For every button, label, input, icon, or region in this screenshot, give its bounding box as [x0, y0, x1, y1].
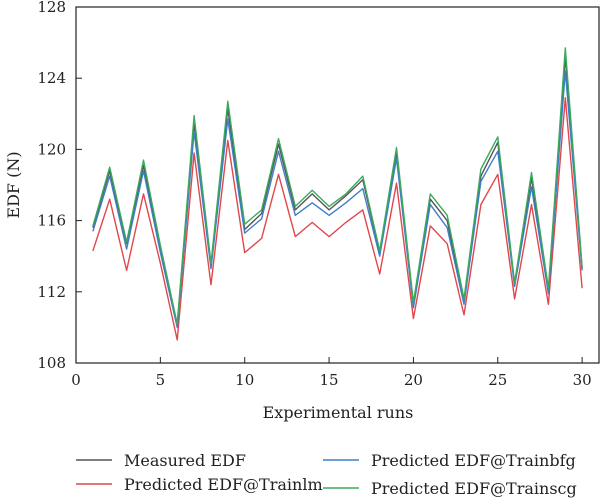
legend-label-3: Predicted EDF@Trainbfg	[371, 451, 576, 470]
y-axis-title: EDF (N)	[4, 151, 23, 218]
y-tick-label: 116	[37, 212, 66, 230]
plot-area	[75, 6, 600, 364]
legend-label-2: Predicted EDF@Trainlm	[124, 475, 323, 494]
x-tick-label: 15	[320, 371, 339, 389]
legend-label-1: Measured EDF	[124, 451, 246, 470]
legend-label-4: Predicted EDF@Trainscg	[371, 479, 577, 498]
y-tick-label: 124	[37, 69, 66, 87]
legend: Measured EDF Predicted EDF@Trainlm Predict…	[76, 451, 577, 498]
x-tick-label: 0	[71, 371, 81, 389]
plot-frame	[75, 6, 600, 364]
x-tick-label: 5	[156, 371, 166, 389]
series-line-3	[92, 70, 583, 329]
y-tick-label: 128	[37, 0, 66, 16]
x-tick-label: 25	[488, 371, 507, 389]
y-tick-label: 112	[37, 283, 66, 301]
y-axis: 108 112 116 120 124 128	[37, 0, 82, 372]
x-tick-label: 20	[404, 371, 423, 389]
x-axis: 0 5 10 15 20 25 30	[71, 357, 592, 389]
x-axis-title: Experimental runs	[263, 403, 414, 422]
series-line-4	[92, 47, 583, 325]
x-tick-label: 30	[573, 371, 592, 389]
y-tick-label: 120	[37, 140, 66, 158]
y-tick-label: 108	[37, 354, 66, 372]
series-line-2	[92, 97, 583, 341]
x-tick-label: 10	[235, 371, 254, 389]
series-line-1	[92, 56, 583, 327]
